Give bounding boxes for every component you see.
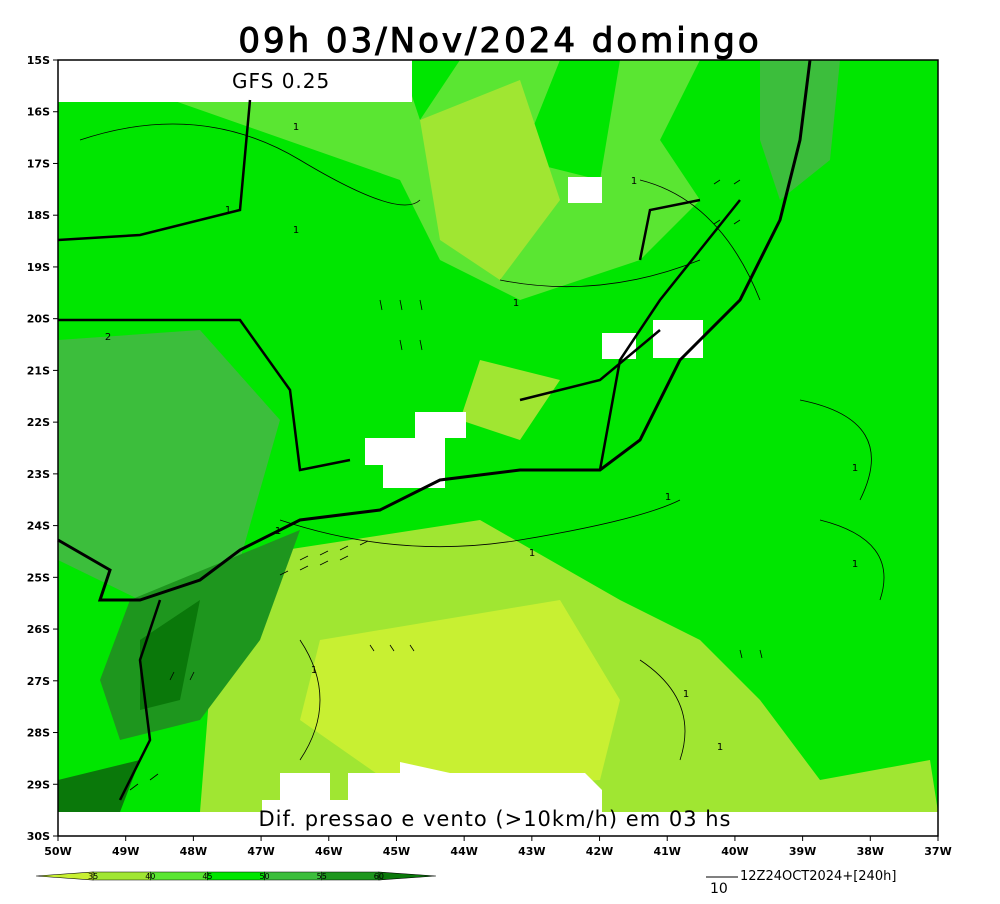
lat-label: 20S bbox=[27, 313, 50, 326]
field-60 bbox=[58, 600, 200, 812]
field-50 bbox=[58, 330, 280, 600]
lat-label: 29S bbox=[27, 778, 50, 791]
lat-label: 15S bbox=[27, 54, 50, 67]
lon-label: 48W bbox=[180, 845, 207, 858]
lat-label: 23S bbox=[27, 468, 50, 481]
lat-label: 24S bbox=[27, 520, 50, 533]
lon-label: 39W bbox=[789, 845, 816, 858]
lat-label: 28S bbox=[27, 727, 50, 740]
lon-label: 46W bbox=[315, 845, 342, 858]
contour-label: 1 bbox=[513, 298, 519, 309]
lat-label: 18S bbox=[27, 209, 50, 222]
map: 1 1 1 1 1 2 1 1 1 1 1 1 1 1 GFS 0.25 Dif… bbox=[57, 59, 939, 837]
borders bbox=[57, 99, 741, 801]
field-45 bbox=[58, 60, 700, 300]
lat-label: 25S bbox=[27, 571, 50, 584]
colorbar-label: 55 bbox=[317, 872, 327, 881]
colorbar-label: 50 bbox=[259, 872, 269, 881]
lon-label: 41W bbox=[654, 845, 681, 858]
lon-label: 40W bbox=[721, 845, 748, 858]
contour-label: 1 bbox=[293, 122, 299, 133]
caption: Dif. pressao e vento (>10km/h) em 03 hs bbox=[258, 807, 731, 831]
lon-label: 43W bbox=[518, 845, 545, 858]
contour-label: 1 bbox=[717, 742, 723, 753]
colorbar-label: 45 bbox=[202, 872, 212, 881]
lat-label: 22S bbox=[27, 416, 50, 429]
wind-vectors bbox=[129, 179, 763, 791]
lat-label: 16S bbox=[27, 106, 50, 119]
frame bbox=[57, 59, 939, 837]
lon-label: 42W bbox=[586, 845, 613, 858]
colorbar-label: 60 bbox=[374, 872, 384, 881]
colorbar-segment bbox=[378, 871, 437, 881]
run-label: 12Z24OCT2024+[240h] bbox=[740, 869, 896, 884]
contour-label: 1 bbox=[225, 205, 231, 216]
reference-vector: 10 12Z24OCT2024+[240h] bbox=[706, 869, 896, 897]
colorbar-segment bbox=[321, 871, 380, 881]
lon-label: 47W bbox=[247, 845, 274, 858]
pressure-contours bbox=[79, 123, 885, 761]
field-40 bbox=[420, 80, 560, 440]
lat-label: 26S bbox=[27, 623, 50, 636]
colorbar-label: 40 bbox=[145, 872, 155, 881]
contour-label: 1 bbox=[293, 225, 299, 236]
lon-label: 45W bbox=[383, 845, 410, 858]
field-35 bbox=[300, 600, 620, 790]
contour-label: 1 bbox=[275, 526, 281, 537]
model-label: GFS 0.25 bbox=[232, 69, 330, 93]
colorbar-segment bbox=[264, 871, 323, 881]
coastline bbox=[57, 59, 812, 602]
contour-label: 1 bbox=[529, 548, 535, 559]
colorbar-segment bbox=[92, 871, 151, 881]
lon-label: 49W bbox=[112, 845, 139, 858]
title: 09h 03/Nov/2024 domingo bbox=[238, 21, 761, 61]
lat-label: 30S bbox=[27, 830, 50, 843]
reference-magnitude: 10 bbox=[710, 881, 728, 897]
lon-label: 44W bbox=[450, 845, 477, 858]
lon-label: 38W bbox=[857, 845, 884, 858]
lat-label: 19S bbox=[27, 261, 50, 274]
colorbar-segment bbox=[207, 871, 265, 881]
lat-label: 21S bbox=[27, 364, 50, 377]
contour-label: 1 bbox=[852, 463, 858, 474]
lat-label: 17S bbox=[27, 157, 50, 170]
colorbar-segment bbox=[35, 871, 94, 881]
lon-label: 50W bbox=[44, 845, 71, 858]
colorbar-segment bbox=[149, 871, 208, 881]
lon-label: 37W bbox=[924, 845, 951, 858]
contour-label: 1 bbox=[683, 689, 689, 700]
contour-label: 1 bbox=[311, 665, 317, 676]
missing-data bbox=[58, 60, 938, 836]
contour-label: 1 bbox=[665, 492, 671, 503]
lat-label: 27S bbox=[27, 675, 50, 688]
colorbar-label: 35 bbox=[88, 872, 98, 881]
contour-label: 2 bbox=[105, 332, 111, 343]
contour-label: 1 bbox=[852, 559, 858, 570]
contour-label: 1 bbox=[631, 176, 637, 187]
